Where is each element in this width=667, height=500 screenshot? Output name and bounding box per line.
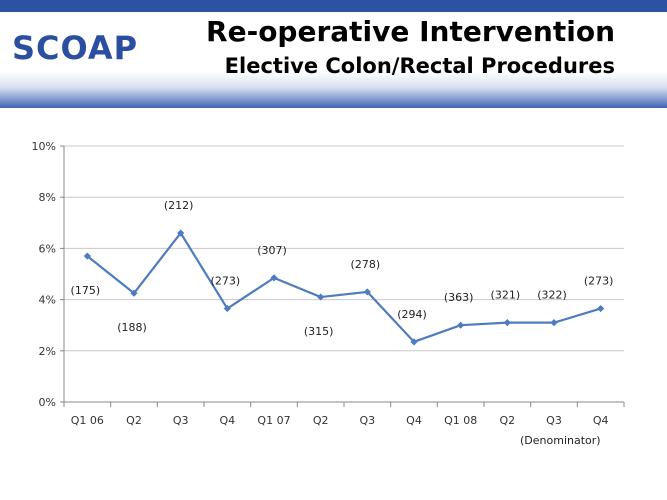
y-tick-label: 10%	[32, 140, 56, 153]
y-tick-label: 0%	[39, 396, 56, 409]
x-tick-label: Q3	[359, 414, 375, 427]
data-point-marker	[503, 319, 511, 327]
x-tick-label: Q2	[313, 414, 329, 427]
x-tick-label: Q4	[593, 414, 609, 427]
x-axis-ticks: Q1 06 Q2 Q3 Q4 Q1 07 Q2 Q3 Q4 Q1 08 Q2 Q3 Q4	[71, 414, 609, 427]
data-point-marker	[410, 338, 418, 346]
data-label: (175)	[71, 284, 101, 297]
data-label: (278)	[351, 258, 381, 271]
data-point-marker	[223, 304, 231, 313]
y-tick-label: 6%	[39, 242, 56, 255]
x-tick-label: Q2	[126, 414, 142, 427]
data-label: (322)	[537, 289, 567, 302]
data-point-marker	[270, 274, 278, 282]
data-point-marker	[83, 252, 91, 260]
y-tick-label: 4%	[39, 294, 56, 307]
scoap-logo: SCOAP	[12, 30, 152, 66]
data-label: (307)	[257, 244, 287, 257]
data-label: (188)	[117, 321, 147, 334]
data-label: (273)	[211, 275, 241, 288]
data-label: (273)	[584, 275, 614, 288]
chart-axes	[60, 145, 625, 407]
y-tick-label: 2%	[39, 345, 56, 358]
logo-text: SCOAP	[12, 29, 139, 67]
data-point-marker	[457, 321, 465, 329]
data-label: (321)	[491, 289, 521, 302]
data-points	[83, 229, 605, 346]
data-point-marker	[363, 288, 371, 296]
x-tick-label: Q4	[406, 414, 422, 427]
header-top-bar	[0, 0, 667, 12]
data-point-marker	[130, 289, 138, 297]
x-tick-label: Q3	[546, 414, 562, 427]
data-point-marker	[550, 319, 558, 327]
y-tick-label: 8%	[39, 191, 56, 204]
x-tick-label: Q1 06	[71, 414, 104, 427]
data-point-marker	[177, 229, 185, 237]
slide-subtitle: Elective Colon/Rectal Procedures	[224, 54, 615, 78]
x-tick-label: Q4	[219, 414, 235, 427]
x-tick-label: Q1 07	[257, 414, 290, 427]
series-line	[86, 231, 601, 344]
data-label: (315)	[304, 325, 334, 338]
slide-header: SCOAP Re-operative Intervention Elective…	[0, 0, 667, 108]
data-label: (363)	[444, 291, 474, 304]
data-point-marker	[597, 304, 605, 313]
x-tick-label: Q3	[173, 414, 189, 427]
x-tick-label: Q1 08	[444, 414, 477, 427]
y-axis-ticks: 0% 2% 4% 6% 8% 10%	[32, 140, 56, 409]
x-tick-label: Q2	[499, 414, 515, 427]
data-point-marker	[317, 293, 325, 301]
data-label: (294)	[397, 308, 427, 321]
data-label: (212)	[164, 199, 194, 212]
slide-title: Re-operative Intervention	[206, 15, 615, 48]
header-gradient-band	[0, 12, 667, 108]
denominator-annotation: (Denominator)	[520, 434, 601, 447]
grid-lines	[64, 145, 624, 352]
data-labels: (175) (188) (212) (273) (307) (315) (278) (294)…	[71, 199, 614, 338]
